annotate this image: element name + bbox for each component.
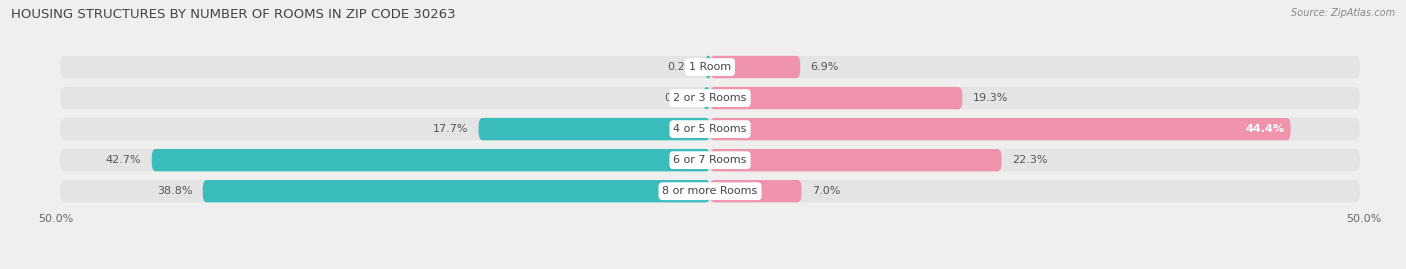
FancyBboxPatch shape: [706, 56, 710, 78]
FancyBboxPatch shape: [710, 180, 801, 202]
Text: 42.7%: 42.7%: [105, 155, 141, 165]
Text: 19.3%: 19.3%: [973, 93, 1008, 103]
FancyBboxPatch shape: [710, 87, 962, 109]
FancyBboxPatch shape: [60, 87, 1360, 109]
FancyBboxPatch shape: [60, 149, 1360, 171]
FancyBboxPatch shape: [710, 118, 1291, 140]
Text: 22.3%: 22.3%: [1012, 155, 1047, 165]
FancyBboxPatch shape: [202, 180, 710, 202]
Text: 6.9%: 6.9%: [811, 62, 839, 72]
Text: 0.28%: 0.28%: [666, 62, 703, 72]
Text: 0.53%: 0.53%: [664, 93, 699, 103]
Text: 2 or 3 Rooms: 2 or 3 Rooms: [673, 93, 747, 103]
FancyBboxPatch shape: [60, 56, 1360, 78]
Text: 6 or 7 Rooms: 6 or 7 Rooms: [673, 155, 747, 165]
Text: HOUSING STRUCTURES BY NUMBER OF ROOMS IN ZIP CODE 30263: HOUSING STRUCTURES BY NUMBER OF ROOMS IN…: [11, 8, 456, 21]
FancyBboxPatch shape: [60, 180, 1360, 202]
Text: 1 Room: 1 Room: [689, 62, 731, 72]
FancyBboxPatch shape: [710, 149, 1001, 171]
Text: 4 or 5 Rooms: 4 or 5 Rooms: [673, 124, 747, 134]
FancyBboxPatch shape: [710, 56, 800, 78]
Text: 44.4%: 44.4%: [1246, 124, 1284, 134]
FancyBboxPatch shape: [703, 87, 710, 109]
FancyBboxPatch shape: [60, 118, 1360, 140]
Text: 8 or more Rooms: 8 or more Rooms: [662, 186, 758, 196]
Text: 38.8%: 38.8%: [156, 186, 193, 196]
FancyBboxPatch shape: [152, 149, 710, 171]
Text: Source: ZipAtlas.com: Source: ZipAtlas.com: [1291, 8, 1395, 18]
FancyBboxPatch shape: [478, 118, 710, 140]
Text: 7.0%: 7.0%: [813, 186, 841, 196]
Text: 17.7%: 17.7%: [433, 124, 468, 134]
